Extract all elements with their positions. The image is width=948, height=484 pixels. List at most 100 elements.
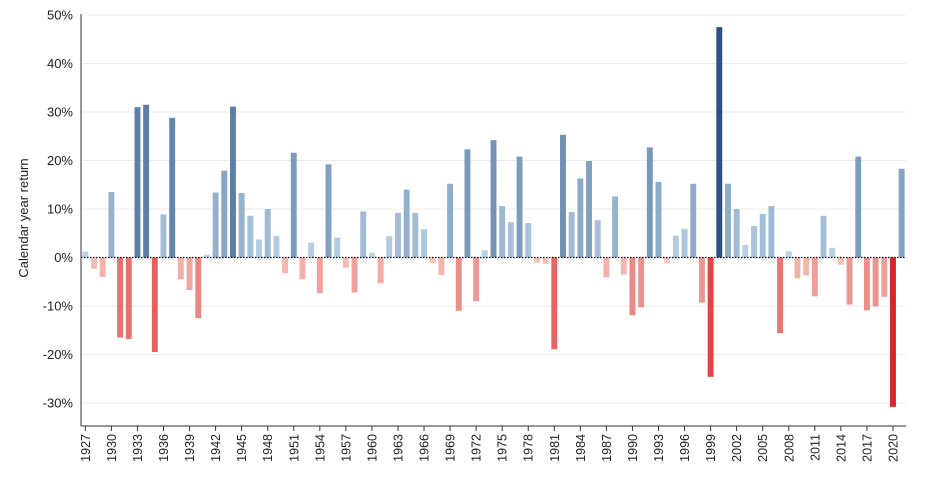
bar-1936 — [160, 214, 167, 258]
bar-1996 — [681, 228, 688, 258]
bar-1970 — [455, 257, 462, 311]
bar-1954 — [316, 257, 323, 294]
y-axis-ticks: 50% 40% 30% 20% 10% 0% -10% -20% -30% — [43, 8, 74, 411]
bar-2007 — [777, 257, 784, 334]
bar-1959 — [360, 211, 367, 258]
bar-1947 — [256, 239, 262, 258]
x-tick-label: 1939 — [183, 434, 197, 462]
bar-1932 — [125, 257, 132, 339]
bar-2000 — [716, 27, 723, 258]
x-tick-label: 1933 — [131, 434, 145, 462]
bar-1962 — [386, 236, 393, 258]
y-tick-label: 20% — [47, 153, 73, 168]
bar-1931 — [117, 257, 124, 338]
y-tick-label: 50% — [47, 8, 73, 23]
bar-1950 — [282, 257, 289, 274]
y-tick-label: -10% — [43, 299, 74, 314]
bar-1965 — [412, 212, 419, 258]
bar-2019 — [881, 257, 888, 297]
bar-1993 — [655, 181, 662, 258]
x-tick-label: 1978 — [522, 434, 536, 462]
bar-1971 — [464, 149, 471, 258]
x-tick-label: 1936 — [157, 434, 171, 462]
bar-1966 — [421, 229, 427, 258]
bar-2004 — [751, 225, 757, 258]
bar-2016 — [855, 156, 862, 258]
bar-2010 — [803, 257, 810, 276]
bar-1999 — [707, 257, 714, 377]
x-tick-label: 1999 — [704, 434, 718, 462]
x-tick-label: 1963 — [391, 434, 405, 462]
bar-1951 — [290, 152, 297, 258]
bar-1945 — [238, 192, 245, 258]
bar-1930 — [108, 192, 115, 258]
bar-2008 — [785, 251, 792, 258]
x-tick-label: 2020 — [886, 434, 900, 462]
bar-1938 — [177, 257, 184, 280]
bar-2018 — [872, 257, 879, 307]
bar-1927 — [82, 251, 89, 258]
x-tick-label: 1960 — [365, 434, 379, 462]
bar-1984 — [577, 178, 584, 258]
y-tick-label: 0% — [54, 250, 73, 265]
bar-1943 — [221, 170, 228, 258]
bar-1998 — [698, 257, 705, 303]
x-tick-label: 1927 — [79, 434, 93, 462]
bar-1949 — [273, 236, 280, 258]
x-tick-label: 1969 — [444, 434, 458, 462]
y-tick-label: -20% — [43, 347, 74, 362]
bar-1964 — [403, 189, 410, 258]
bar-1967 — [429, 257, 436, 264]
bar-1955 — [325, 164, 332, 258]
bar-1937 — [169, 117, 176, 258]
x-tick-label: 2002 — [730, 434, 744, 462]
bar-2003 — [742, 244, 749, 258]
bar-1990 — [629, 257, 636, 316]
x-tick-label: 1990 — [626, 434, 640, 462]
bar-1946 — [247, 215, 254, 258]
bar-1979 — [533, 257, 540, 263]
y-tick-label: 10% — [47, 202, 73, 217]
y-axis-label: Calendar year return — [16, 158, 31, 277]
bar-1956 — [334, 237, 341, 258]
bar-1983 — [568, 211, 575, 258]
bar-1985 — [586, 160, 592, 258]
x-tick-label: 1954 — [313, 434, 327, 462]
bar-2020 — [890, 257, 896, 407]
bar-2005 — [759, 213, 766, 258]
bar-1974 — [490, 140, 497, 258]
x-tick-label: 1981 — [548, 434, 562, 462]
bar-2013 — [829, 247, 836, 258]
y-tick-label: 40% — [47, 56, 73, 71]
x-tick-label: 1951 — [287, 434, 301, 462]
bar-1934 — [143, 104, 150, 258]
bar-1968 — [438, 257, 445, 275]
bar-2002 — [733, 209, 740, 258]
bar-1933 — [134, 107, 141, 258]
x-tick-label: 2017 — [860, 434, 874, 462]
x-tick-label: 1942 — [209, 434, 223, 462]
bar-1941 — [203, 254, 210, 258]
x-tick-label: 1930 — [105, 434, 119, 462]
bar-1987 — [603, 257, 610, 278]
x-tick-label: 1957 — [339, 434, 353, 462]
bar-1929 — [99, 257, 106, 277]
bar-1928 — [91, 257, 97, 269]
bar-1977 — [516, 156, 523, 258]
bar-1969 — [447, 183, 454, 258]
bar-2001 — [725, 183, 731, 258]
bar-1972 — [473, 257, 480, 302]
bar-1997 — [690, 183, 697, 258]
x-tick-label: 1975 — [496, 434, 510, 462]
bar-1975 — [499, 206, 506, 258]
bar-1948 — [264, 209, 271, 258]
x-tick-label: 1948 — [261, 434, 275, 462]
bar-1958 — [351, 257, 358, 293]
bar-1940 — [195, 257, 202, 319]
bar-1944 — [230, 106, 236, 258]
bar-1992 — [646, 147, 653, 258]
bar-2006 — [768, 206, 775, 258]
bar-1978 — [525, 223, 532, 258]
bar-1994 — [664, 257, 671, 264]
x-tick-label: 1987 — [600, 434, 614, 462]
